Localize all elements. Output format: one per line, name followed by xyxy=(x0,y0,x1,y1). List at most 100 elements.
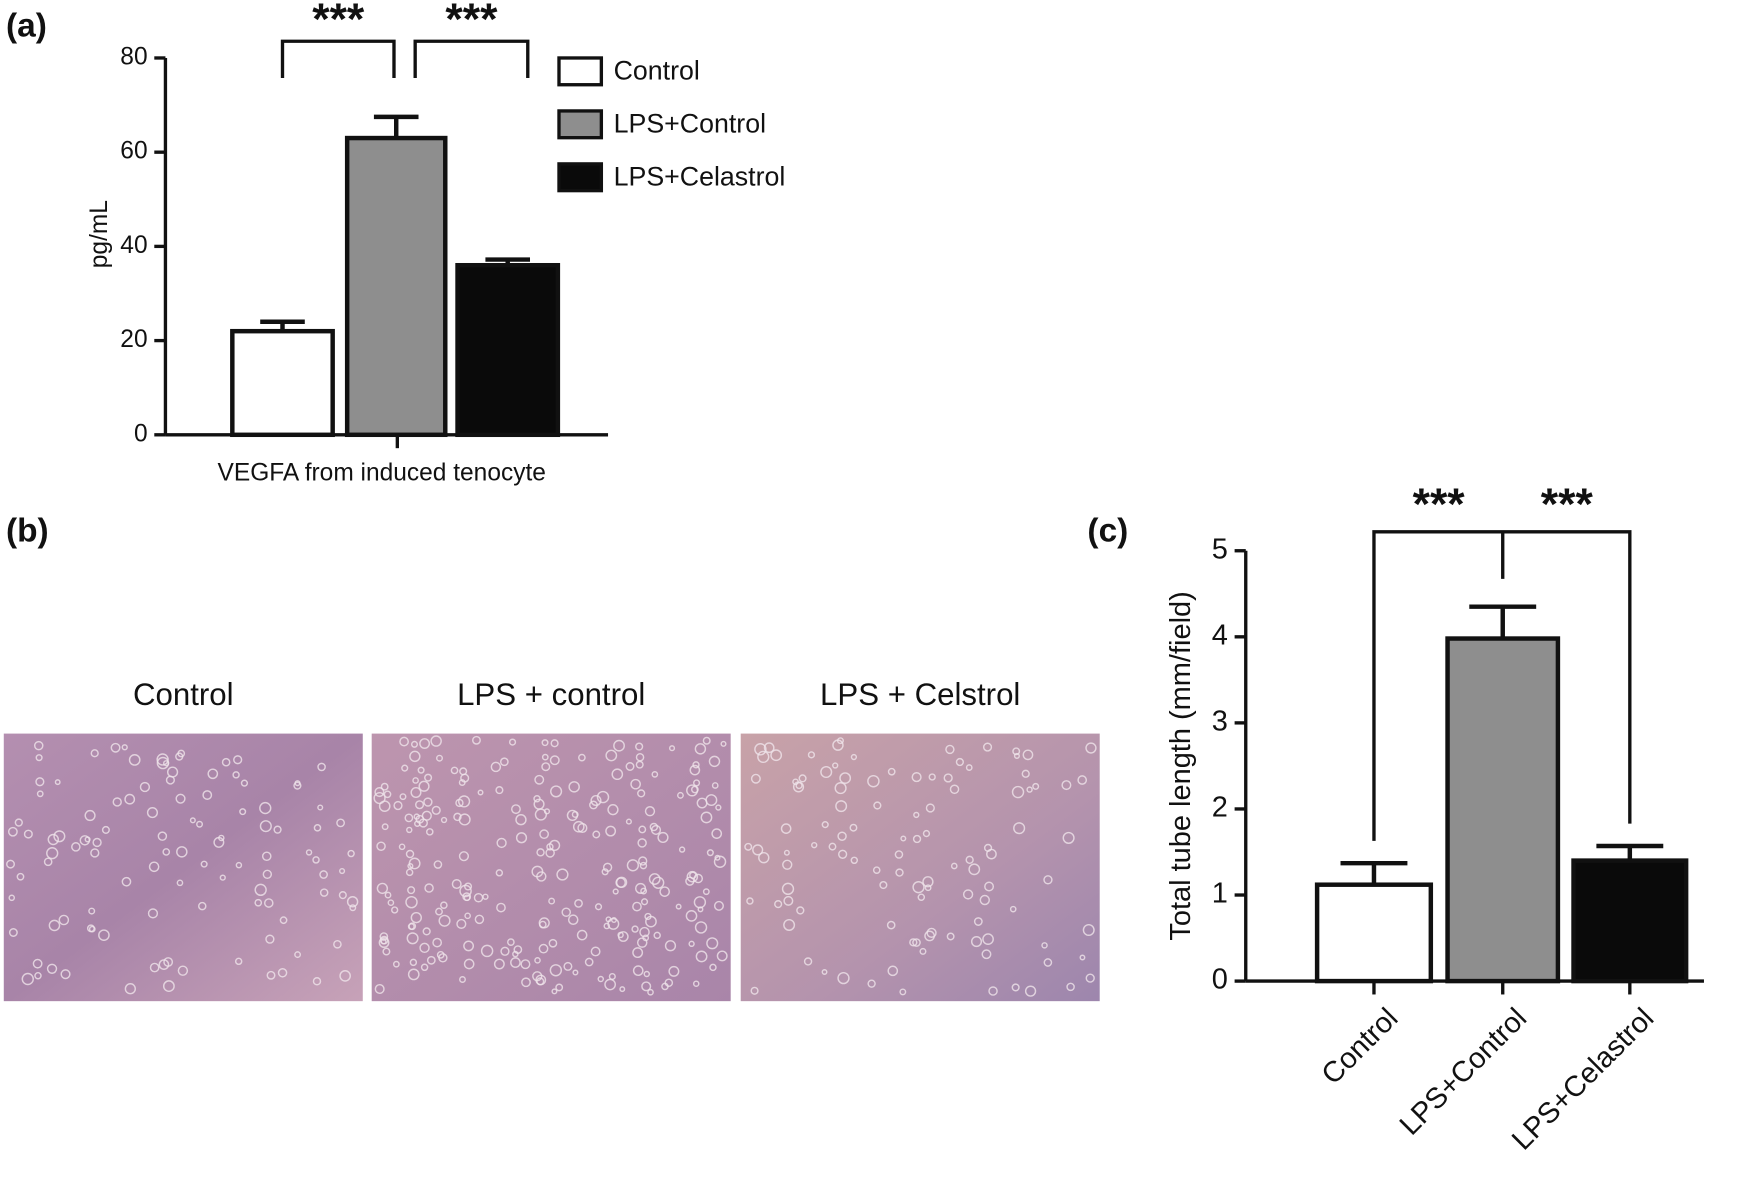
cell xyxy=(647,988,654,996)
cell xyxy=(399,736,409,747)
cell xyxy=(668,965,680,977)
cell xyxy=(71,842,81,852)
cell xyxy=(176,879,184,887)
cell xyxy=(899,988,907,996)
cell xyxy=(750,986,759,995)
cell xyxy=(887,965,899,977)
cell xyxy=(607,804,619,816)
cell xyxy=(424,883,434,893)
cell xyxy=(21,972,34,986)
cell xyxy=(507,938,515,946)
cell xyxy=(911,772,922,783)
cell xyxy=(90,749,99,758)
cell xyxy=(849,823,858,832)
cell xyxy=(887,767,896,776)
cell xyxy=(86,924,95,933)
cell xyxy=(713,900,724,911)
cell xyxy=(597,975,605,983)
cell xyxy=(645,915,657,928)
cell xyxy=(561,907,572,917)
cell xyxy=(458,851,470,862)
cell xyxy=(912,881,925,894)
cell xyxy=(632,965,644,977)
cell xyxy=(534,808,548,821)
cell xyxy=(235,861,243,869)
cell xyxy=(1082,923,1095,936)
cell xyxy=(867,979,876,988)
cell xyxy=(925,803,935,813)
cell xyxy=(409,958,418,967)
cell xyxy=(156,756,170,770)
cell xyxy=(401,764,409,772)
cell xyxy=(458,813,471,826)
cell xyxy=(473,892,484,903)
cell xyxy=(1026,786,1033,793)
cell xyxy=(84,836,91,843)
legend-swatch xyxy=(557,162,604,193)
cell xyxy=(798,774,807,783)
cell xyxy=(550,785,563,798)
cell xyxy=(692,761,700,769)
cell xyxy=(984,881,995,892)
cell xyxy=(398,843,406,851)
significance-label: *** xyxy=(445,0,498,44)
cell xyxy=(121,744,128,751)
cell xyxy=(834,781,847,795)
cell xyxy=(571,811,579,818)
cell xyxy=(982,933,994,945)
bar xyxy=(344,135,448,438)
cell xyxy=(950,862,958,870)
cell xyxy=(232,771,240,779)
cell xyxy=(490,761,502,773)
cell xyxy=(693,873,704,884)
cell xyxy=(262,869,273,880)
cell xyxy=(979,894,990,906)
cell xyxy=(900,835,907,842)
cell xyxy=(515,814,527,826)
cell xyxy=(652,876,665,889)
cell xyxy=(305,849,313,856)
cell xyxy=(639,926,650,938)
cell xyxy=(641,981,652,992)
cell xyxy=(541,753,549,761)
cell xyxy=(536,871,547,882)
cell xyxy=(750,773,761,784)
cell xyxy=(455,798,464,808)
cell xyxy=(8,928,18,937)
cell xyxy=(319,888,329,897)
cell xyxy=(867,774,880,788)
cell xyxy=(642,934,650,942)
cell xyxy=(1079,954,1086,961)
cell xyxy=(541,739,549,747)
cell xyxy=(405,868,414,877)
cell xyxy=(436,950,445,959)
cell xyxy=(177,965,189,976)
micrograph-bg xyxy=(3,733,363,1002)
cell xyxy=(387,899,395,907)
cell xyxy=(347,849,355,858)
cell xyxy=(433,860,443,869)
cell xyxy=(463,894,471,902)
cell xyxy=(615,877,626,888)
cell xyxy=(1085,973,1095,983)
cell xyxy=(417,766,425,774)
cell xyxy=(419,942,430,954)
cell xyxy=(1013,752,1020,759)
cell xyxy=(496,902,506,913)
cell xyxy=(909,938,918,947)
cell xyxy=(32,958,43,969)
cell xyxy=(783,849,790,856)
cell xyxy=(477,789,484,796)
cell xyxy=(711,782,719,789)
cell xyxy=(53,830,66,843)
cell xyxy=(675,903,682,910)
cell xyxy=(708,755,721,768)
cell xyxy=(913,811,920,819)
cell xyxy=(412,777,419,784)
cell xyxy=(596,790,610,804)
cell xyxy=(233,755,243,765)
cell xyxy=(572,969,579,976)
cell xyxy=(158,959,170,970)
cell xyxy=(837,971,850,985)
